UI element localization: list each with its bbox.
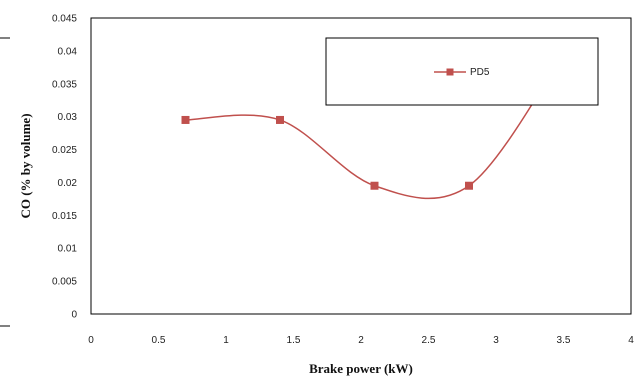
- y-tick-label: 0.045: [52, 14, 77, 25]
- y-tick-label: 0: [71, 310, 77, 321]
- y-tick-label: 0.01: [58, 244, 78, 255]
- x-axis-title: Brake power (kW): [309, 361, 413, 376]
- y-axis-ticks: 0 0.005 0.01 0.015 0.02 0.025 0.03 0.035 0.04 0.0…: [52, 14, 77, 321]
- x-tick-label: 0.5: [152, 335, 166, 346]
- x-tick-label: 0: [88, 335, 94, 346]
- data-point: [276, 115, 284, 124]
- x-tick-label: 3.5: [557, 335, 571, 346]
- x-tick-label: 3: [493, 335, 499, 346]
- y-axis-title: CO (% by volume): [18, 113, 33, 218]
- y-tick-label: 0.035: [52, 79, 77, 90]
- x-tick-label: 1: [223, 335, 229, 346]
- y-tick-label: 0.02: [58, 178, 78, 189]
- data-point: [181, 115, 190, 124]
- x-tick-label: 1.5: [287, 335, 301, 346]
- x-tick-label: 4: [628, 335, 634, 346]
- data-point: [370, 181, 379, 190]
- legend-box: [325, 37, 599, 106]
- data-point: [465, 181, 473, 190]
- y-tick-label: 0.03: [58, 112, 78, 123]
- series-line-pd5: [185, 53, 565, 200]
- x-tick-label: 2: [358, 335, 364, 346]
- legend-label: PD5: [470, 67, 490, 78]
- y-tick-label: 0.04: [58, 46, 78, 57]
- legend: PD5: [325, 37, 599, 106]
- y-tick-label: 0.015: [52, 211, 77, 222]
- y-tick-label: 0.005: [52, 277, 77, 288]
- x-tick-label: 2.5: [422, 335, 436, 346]
- x-axis-ticks: 0 0.5 1 1.5 2 2.5 3 3.5 4: [88, 335, 634, 346]
- legend-marker: [446, 68, 454, 76]
- y-tick-label: 0.025: [52, 145, 77, 156]
